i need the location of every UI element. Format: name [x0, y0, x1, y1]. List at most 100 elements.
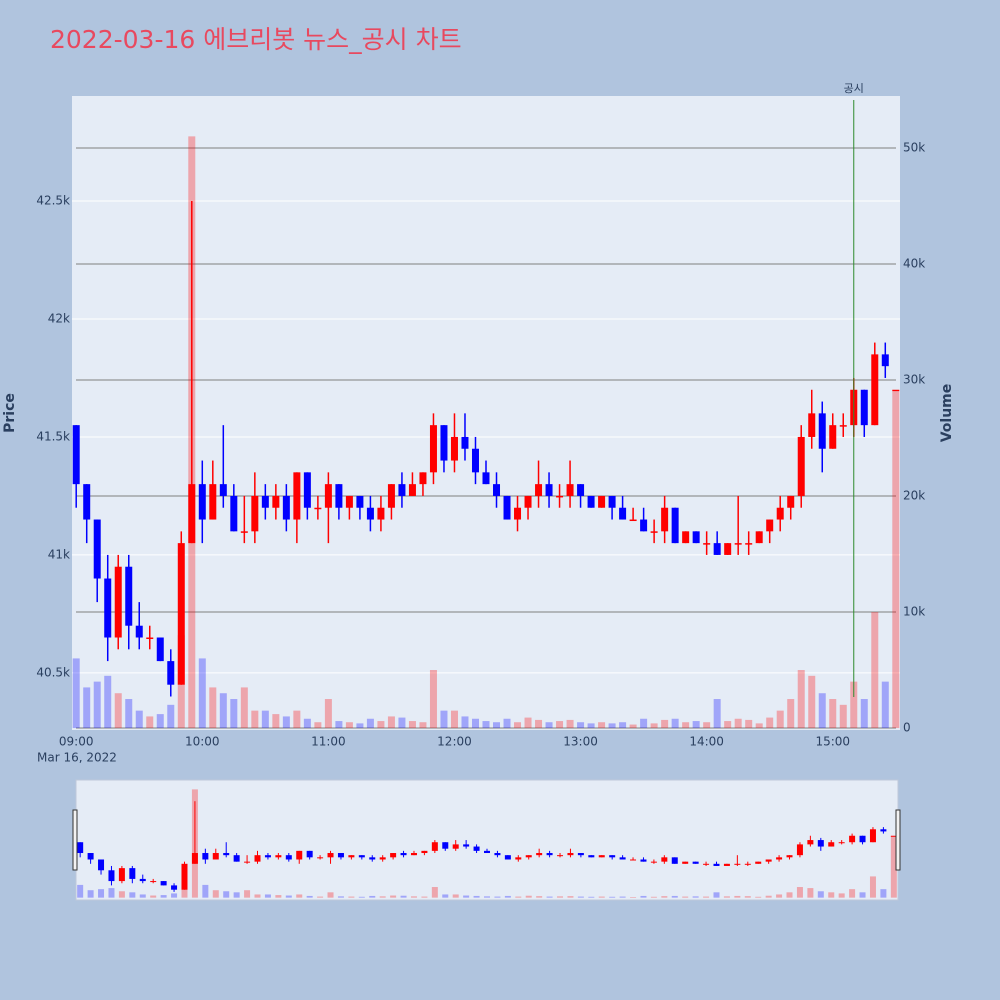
slider-volume-bar: [682, 896, 689, 898]
y2-axis-label: Volume: [939, 384, 955, 443]
candle-body: [440, 425, 448, 461]
slider-volume-bar: [212, 890, 219, 898]
slider-volume-bar: [504, 895, 511, 898]
volume-bar: [261, 710, 269, 729]
slider-volume-bar: [421, 896, 428, 898]
volume-bar: [335, 721, 343, 729]
slider-candle-body: [577, 853, 584, 856]
slider-volume-bar: [264, 894, 271, 898]
volume-bar: [251, 710, 259, 729]
slider-volume-bar: [838, 893, 845, 898]
volume-bar: [398, 717, 406, 729]
volume-bar: [366, 718, 374, 729]
slider-volume-bar: [567, 896, 574, 898]
slider-volume-bar: [755, 896, 762, 898]
volume-bar: [114, 693, 122, 729]
slider-volume-bar: [598, 896, 605, 898]
volume-bar: [408, 721, 416, 729]
slider-volume-bar: [630, 897, 637, 898]
candle-body: [104, 578, 112, 638]
candle-body: [272, 495, 280, 508]
slider-volume-bar: [796, 887, 803, 898]
volume-bar: [619, 722, 627, 729]
slider-candle-body: [557, 855, 564, 857]
slider-volume-bar: [525, 895, 532, 898]
slider-volume-bar: [849, 889, 856, 898]
slider-candle-body: [181, 863, 188, 890]
candle-body: [797, 436, 805, 496]
volume-bar: [104, 675, 112, 729]
candle-body: [755, 531, 763, 544]
volume-bar: [72, 658, 80, 729]
slider-handle-left[interactable]: [72, 809, 78, 871]
slider-candle-body: [807, 840, 814, 845]
candle-body: [377, 507, 385, 520]
slider-volume-bar: [452, 894, 459, 898]
y2-tick-label: 40k: [903, 256, 925, 270]
slider-candle-body: [452, 844, 459, 849]
volume-bar: [156, 714, 164, 729]
candle-body: [429, 425, 437, 473]
candle-body: [514, 507, 522, 520]
slider-candle-body: [671, 857, 678, 864]
candle-body: [345, 495, 353, 508]
slider-volume-bar: [77, 884, 84, 898]
volume-bar: [387, 716, 395, 729]
volume-bar: [556, 721, 564, 729]
slider-candle-body: [442, 842, 449, 849]
slider-volume-bar: [150, 895, 157, 898]
candle-body: [167, 661, 175, 685]
candle-body: [177, 543, 185, 685]
slider-candle-body: [525, 855, 532, 858]
candle-body: [566, 484, 574, 496]
volume-bar: [429, 670, 437, 729]
y2-tick-label: 30k: [903, 372, 925, 386]
volume-bar: [661, 719, 669, 729]
volume-bar: [240, 687, 248, 729]
slider-volume-bar: [473, 895, 480, 898]
volume-bar: [493, 722, 501, 729]
slider-candle-body: [317, 857, 324, 859]
volume-bar: [629, 724, 637, 729]
candle-body: [650, 531, 658, 533]
y2-tick-label: 50k: [903, 140, 925, 154]
slider-volume-bar: [588, 896, 595, 898]
slider-candle-body: [212, 853, 219, 860]
slider-volume-bar: [317, 896, 324, 898]
slider-volume-bar: [890, 836, 897, 898]
slider-candle-body: [880, 829, 887, 832]
slider-handle-right[interactable]: [895, 809, 901, 871]
volume-bar: [282, 716, 290, 729]
slider-volume-bar: [108, 888, 115, 898]
slider-volume-bar: [285, 895, 292, 898]
candle-body: [839, 425, 847, 427]
slider-volume-bar: [557, 896, 564, 898]
range-slider[interactable]: [75, 779, 899, 901]
slider-volume-bar: [463, 895, 470, 898]
slider-candle-body: [567, 853, 574, 856]
volume-bar: [314, 722, 322, 729]
slider-volume-bar: [828, 892, 835, 898]
candle-body: [251, 495, 259, 532]
volume-bar: [272, 714, 280, 729]
volume-bar: [503, 718, 511, 729]
slider-candle-body: [337, 853, 344, 858]
slider-candle-body: [786, 855, 793, 858]
slider-volume-bar: [410, 896, 417, 898]
slider-volume-bar: [671, 895, 678, 898]
slider-volume-bar: [87, 890, 94, 898]
volume-bar: [587, 723, 595, 729]
slider-candle-body: [139, 878, 146, 882]
volume-bar: [745, 719, 753, 729]
volume-bar: [724, 721, 732, 729]
volume-bar: [671, 718, 679, 729]
candle-body: [724, 543, 732, 555]
volume-bar: [850, 681, 858, 729]
slider-volume-bar: [619, 896, 626, 898]
slider-candle-body: [327, 853, 334, 858]
candle-body: [471, 448, 479, 473]
slider-volume-bar: [358, 896, 365, 898]
candle-body: [219, 484, 227, 496]
candle-body: [871, 354, 879, 426]
volume-bar: [356, 723, 364, 729]
